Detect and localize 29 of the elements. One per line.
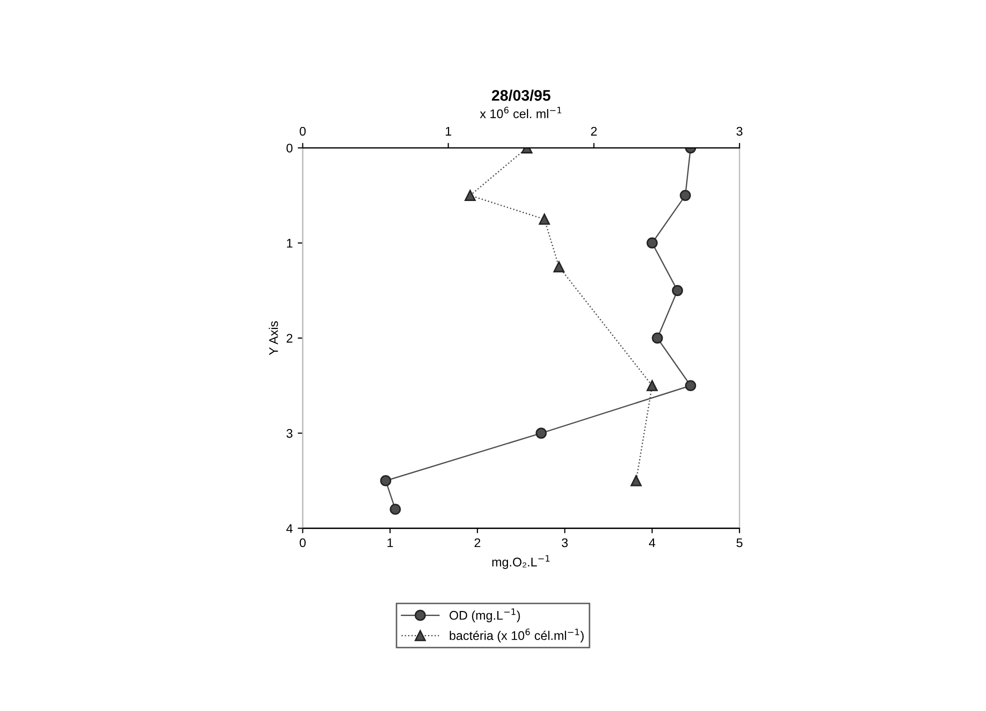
y-tick-label: 4: [286, 524, 293, 533]
y-tick-label: 2: [286, 334, 292, 343]
x-tick-label: 2: [474, 538, 480, 548]
x2-tick-label: 3: [736, 126, 742, 136]
legend-label: bactéria (x 10$^{6}$ cél.ml$^{−1}$): [450, 628, 584, 642]
x2-axis-title: x 10$^{6}$ cel. ml$^{−1}$: [480, 106, 562, 118]
point: [680, 190, 691, 201]
point: [646, 237, 658, 249]
x-tick-label: 3: [562, 538, 568, 548]
y-tick-label: 3: [286, 428, 292, 438]
point: [390, 504, 401, 515]
point: [652, 332, 663, 344]
point: [536, 428, 547, 439]
x2-tick-label: 2: [591, 126, 597, 136]
x-tick-label: 4: [648, 538, 656, 548]
x-tick-label: 5: [736, 538, 742, 548]
chart-title: 28/03/95: [492, 90, 550, 101]
x-axis-title: mg.O₂.L$^{−1}$: [492, 555, 550, 569]
x-tick-label: 1: [388, 538, 393, 548]
point: [672, 284, 684, 296]
point: [685, 380, 696, 392]
x-tick-label: 0: [300, 538, 306, 548]
legend-label: OD (mg.L$^{−1}$): [450, 608, 520, 622]
y-tick-label: 0: [286, 144, 292, 153]
point: [380, 475, 392, 486]
y-axis-title: Y Axis: [268, 321, 278, 356]
x2-tick-label: 1: [446, 126, 452, 136]
y-tick-label: 1: [286, 238, 292, 248]
x2-tick-label: 0: [300, 126, 306, 136]
